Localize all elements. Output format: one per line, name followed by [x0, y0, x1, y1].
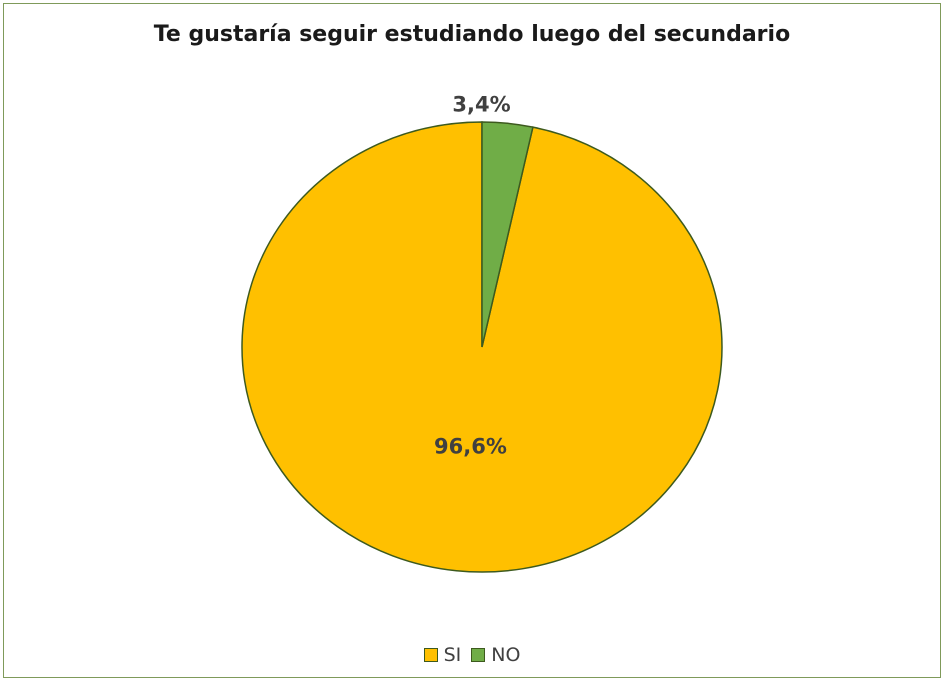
chart-title: Te gustaría seguir estudiando luego del …	[153, 22, 791, 47]
legend: SI NO	[4, 644, 940, 666]
pie-slice-no	[481, 121, 534, 348]
chart-frame: Te gustaría seguir estudiando luego del …	[3, 3, 941, 678]
data-label-no: 3,4%	[452, 92, 510, 116]
legend-label-no: NO	[491, 644, 521, 666]
legend-item-no: NO	[471, 644, 520, 666]
pie-chart: 96,6% 3,4%	[241, 92, 723, 573]
legend-item-si: SI	[423, 644, 462, 666]
data-label-si: 96,6%	[434, 435, 507, 459]
legend-swatch-no	[471, 648, 486, 662]
legend-label-si: SI	[443, 644, 462, 666]
legend-swatch-si	[423, 648, 438, 662]
